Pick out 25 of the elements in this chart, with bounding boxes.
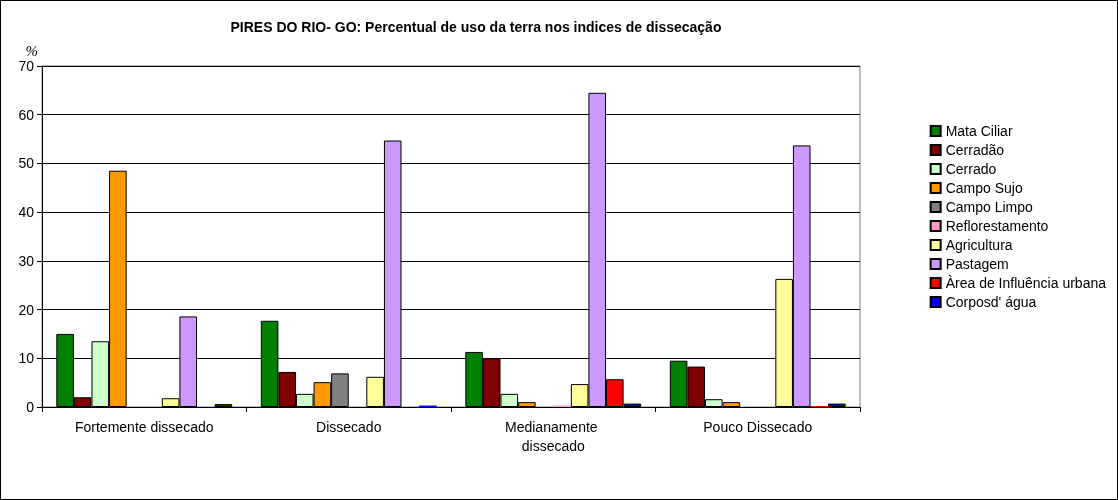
legend-label: Campo Sujo <box>945 180 1023 196</box>
x-tick-label: Fortemente dissecado <box>74 418 214 435</box>
y-tick-label: 0 <box>26 399 35 415</box>
y-tick-label: 30 <box>18 252 35 269</box>
x-tick-label: Medianamente dissecado <box>504 418 602 454</box>
legend-label: Cerradão <box>945 142 1005 158</box>
y-tick-label: 60 <box>18 106 35 123</box>
y-tick-label: 50 <box>18 155 35 172</box>
legend-label: Agricultura <box>945 237 1013 253</box>
legend-label: Pastagem <box>945 256 1009 272</box>
y-tick-label: 70 <box>18 58 35 74</box>
x-tick-label: Pouco Dissecado <box>703 418 813 435</box>
y-tick-label: 20 <box>18 301 35 318</box>
bar <box>828 403 846 407</box>
legend-label: Campo Limpo <box>945 199 1034 215</box>
legend-label: Reflorestamento <box>945 218 1049 234</box>
chart-title: PIRES DO RIO- GO: Percentual de uso da terra nos indices de dissecação <box>230 19 722 35</box>
legend-label: Corposd' água <box>945 294 1037 310</box>
y-tick-label: 40 <box>18 204 35 221</box>
y-tick-label: 10 <box>18 350 35 367</box>
legend-label: Cerrado <box>945 161 997 177</box>
x-tick-label: Dissecado <box>316 418 382 435</box>
legend-label: Mata Ciliar <box>945 123 1013 139</box>
y-axis-title: % <box>25 42 38 59</box>
legend-label: Àrea de Influência urbana <box>945 275 1107 291</box>
